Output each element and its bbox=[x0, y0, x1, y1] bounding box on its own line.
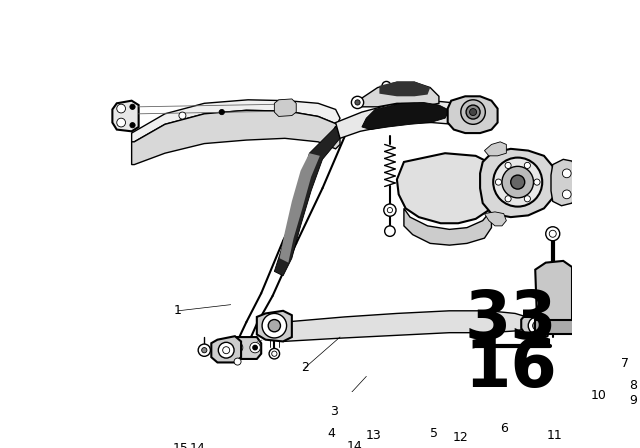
Circle shape bbox=[262, 314, 287, 338]
Circle shape bbox=[130, 104, 135, 109]
Circle shape bbox=[532, 321, 541, 330]
Text: 33: 33 bbox=[465, 287, 557, 353]
Text: 12: 12 bbox=[453, 431, 468, 444]
Circle shape bbox=[466, 105, 480, 119]
Text: 4: 4 bbox=[327, 427, 335, 440]
Polygon shape bbox=[275, 127, 340, 276]
Circle shape bbox=[234, 358, 241, 365]
Circle shape bbox=[461, 100, 485, 124]
Polygon shape bbox=[211, 336, 241, 362]
Polygon shape bbox=[535, 261, 572, 326]
Text: 9: 9 bbox=[629, 395, 637, 408]
Polygon shape bbox=[535, 319, 573, 335]
Polygon shape bbox=[404, 208, 492, 245]
Polygon shape bbox=[448, 96, 497, 133]
Polygon shape bbox=[230, 337, 261, 359]
Polygon shape bbox=[484, 142, 506, 156]
Circle shape bbox=[116, 118, 125, 127]
Circle shape bbox=[116, 104, 125, 113]
Circle shape bbox=[387, 207, 392, 213]
Polygon shape bbox=[275, 99, 296, 116]
Text: 10: 10 bbox=[590, 389, 606, 402]
Circle shape bbox=[524, 162, 531, 168]
Polygon shape bbox=[132, 100, 340, 142]
Circle shape bbox=[505, 162, 511, 168]
Circle shape bbox=[505, 196, 511, 202]
Circle shape bbox=[524, 196, 531, 202]
Circle shape bbox=[495, 179, 502, 185]
Text: 13: 13 bbox=[365, 430, 381, 443]
Text: 14: 14 bbox=[189, 442, 205, 448]
Polygon shape bbox=[362, 103, 449, 129]
Polygon shape bbox=[132, 110, 340, 164]
Text: 16: 16 bbox=[464, 335, 557, 401]
Circle shape bbox=[269, 349, 280, 359]
Text: 5: 5 bbox=[429, 427, 438, 440]
Circle shape bbox=[232, 342, 243, 353]
Circle shape bbox=[223, 347, 230, 354]
Circle shape bbox=[268, 319, 280, 332]
Polygon shape bbox=[113, 101, 139, 131]
Circle shape bbox=[130, 123, 135, 128]
Circle shape bbox=[272, 351, 277, 356]
Text: 3: 3 bbox=[330, 405, 338, 418]
Circle shape bbox=[253, 345, 257, 350]
Circle shape bbox=[528, 317, 546, 335]
Circle shape bbox=[382, 82, 391, 90]
Circle shape bbox=[549, 230, 556, 237]
Polygon shape bbox=[480, 149, 554, 217]
Polygon shape bbox=[397, 153, 497, 223]
Circle shape bbox=[563, 169, 571, 178]
Circle shape bbox=[493, 158, 542, 207]
Circle shape bbox=[355, 100, 360, 105]
Polygon shape bbox=[280, 153, 320, 263]
Polygon shape bbox=[257, 311, 292, 341]
Polygon shape bbox=[484, 212, 506, 226]
Circle shape bbox=[202, 348, 207, 353]
Polygon shape bbox=[551, 159, 575, 206]
Text: 14: 14 bbox=[347, 440, 363, 448]
Circle shape bbox=[385, 226, 395, 237]
Polygon shape bbox=[270, 311, 532, 341]
Circle shape bbox=[179, 112, 186, 119]
Circle shape bbox=[198, 344, 211, 356]
Circle shape bbox=[351, 96, 364, 108]
Text: 2: 2 bbox=[301, 361, 309, 374]
Circle shape bbox=[470, 108, 477, 116]
Polygon shape bbox=[521, 311, 550, 340]
Text: 8: 8 bbox=[629, 379, 637, 392]
Circle shape bbox=[219, 109, 225, 115]
Circle shape bbox=[563, 190, 571, 199]
Circle shape bbox=[511, 175, 525, 189]
Circle shape bbox=[250, 342, 260, 353]
Circle shape bbox=[236, 345, 240, 350]
Text: 11: 11 bbox=[547, 430, 563, 443]
Circle shape bbox=[596, 293, 604, 302]
Text: 7: 7 bbox=[621, 357, 628, 370]
Circle shape bbox=[218, 342, 234, 358]
Polygon shape bbox=[380, 82, 430, 96]
Polygon shape bbox=[335, 102, 483, 138]
Circle shape bbox=[534, 179, 540, 185]
Circle shape bbox=[502, 166, 534, 198]
Circle shape bbox=[546, 227, 560, 241]
Circle shape bbox=[384, 204, 396, 216]
Text: 6: 6 bbox=[500, 422, 508, 435]
Text: 15: 15 bbox=[173, 442, 189, 448]
Polygon shape bbox=[362, 82, 439, 107]
Text: 1: 1 bbox=[174, 304, 182, 317]
